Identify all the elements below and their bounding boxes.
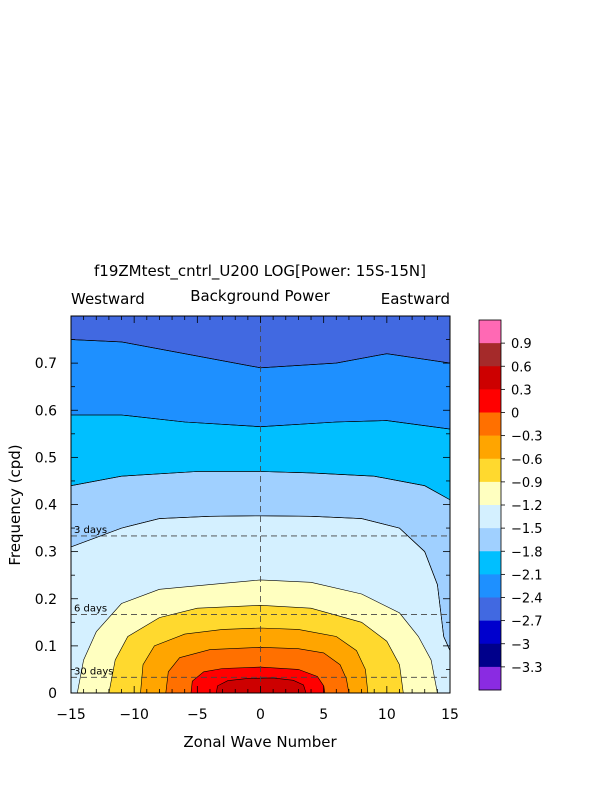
colorbar-swatch (479, 597, 501, 621)
contour-line (190, 666, 326, 693)
y-tick-label: 0.1 (35, 639, 57, 655)
colorbar-label: −1.5 (511, 522, 543, 537)
eastward-label: Eastward (381, 290, 450, 308)
colorbar-swatch (479, 366, 501, 390)
colorbar-label: 0.3 (511, 383, 532, 398)
y-axis-ticks: 0 0.1 0.2 0.3 0.4 0.5 0.6 0.7 (35, 315, 450, 702)
colorbar-swatch (479, 412, 501, 436)
y-tick-label: 0.2 (35, 592, 57, 608)
chart-title: f19ZMtest_cntrl_U200 LOG[Power: 15S-15N] (94, 262, 426, 281)
x-tick-label: −5 (187, 707, 208, 723)
colorbar-swatch (479, 551, 501, 575)
colorbar-label: −2.7 (511, 615, 543, 630)
colorbar-label: 0.9 (511, 337, 532, 352)
chart-subtitle: Background Power (190, 287, 330, 305)
colorbar-swatch (479, 458, 501, 483)
contour-region (71, 471, 450, 651)
colorbar: 0.9 0.6 0.3 0 −0.3 −0.6 −0.9 −1.2 −1.5 −1.8 −2.1 −2… (478, 319, 543, 691)
colorbar-swatch (479, 481, 501, 506)
colorbar-label: −0.6 (511, 453, 543, 468)
contour-region (216, 677, 306, 693)
x-axis-label: Zonal Wave Number (183, 733, 337, 751)
colorbar-swatch (479, 320, 501, 344)
colorbar-label: −1.2 (511, 499, 543, 514)
x-tick-label: 10 (378, 707, 396, 723)
x-tick-label: 0 (256, 707, 265, 723)
colorbar-swatch (479, 666, 501, 691)
colorbar-label: −3.3 (511, 661, 543, 676)
contour-region (71, 339, 450, 430)
colorbar-label: 0 (511, 407, 519, 422)
contour-line (140, 627, 369, 693)
contour-line (71, 515, 450, 693)
colorbar-swatch (479, 389, 501, 413)
colorbar-label: −1.8 (511, 545, 543, 560)
contour-line (76, 579, 438, 693)
y-axis-label: Frequency (cpd) (6, 444, 24, 565)
colorbar-swatch (479, 620, 501, 645)
colorbar-swatch (479, 574, 501, 598)
x-axis-ticks: −15 −10 −5 0 5 10 15 (56, 316, 459, 723)
colorbar-label: −3 (511, 638, 530, 653)
period-lines: 3 days 6 days 30 days (71, 525, 450, 678)
period-label: 3 days (74, 525, 107, 536)
contour-line (108, 604, 404, 693)
colorbar-label: −2.4 (511, 592, 543, 607)
contour-fills (71, 316, 450, 693)
colorbar-label: 0.6 (511, 360, 532, 375)
colorbar-swatch (479, 435, 501, 460)
period-label: 30 days (74, 666, 114, 677)
period-label: 6 days (74, 603, 107, 614)
y-tick-label: 0.3 (35, 545, 57, 561)
x-tick-label: 15 (441, 707, 459, 723)
colorbar-label: −0.3 (511, 430, 543, 445)
y-tick-label: 0 (48, 686, 57, 702)
colorbar-swatch (479, 528, 501, 552)
x-tick-label: −10 (119, 707, 149, 723)
westward-label: Westward (71, 290, 145, 308)
contour-lines (71, 316, 450, 693)
y-tick-label: 0.6 (35, 403, 57, 419)
colorbar-label: −2.1 (511, 568, 543, 583)
y-tick-label: 0.4 (35, 498, 57, 514)
x-tick-label: 5 (319, 707, 328, 723)
y-tick-label: 0.7 (35, 356, 57, 372)
contour-line (215, 677, 307, 693)
y-tick-label: 0.5 (35, 450, 57, 466)
colorbar-swatch (479, 643, 501, 668)
contour-line (165, 646, 350, 693)
x-tick-label: −15 (56, 707, 86, 723)
colorbar-label: −0.9 (511, 476, 543, 491)
colorbar-swatch (479, 343, 501, 367)
colorbar-swatch (479, 505, 501, 529)
